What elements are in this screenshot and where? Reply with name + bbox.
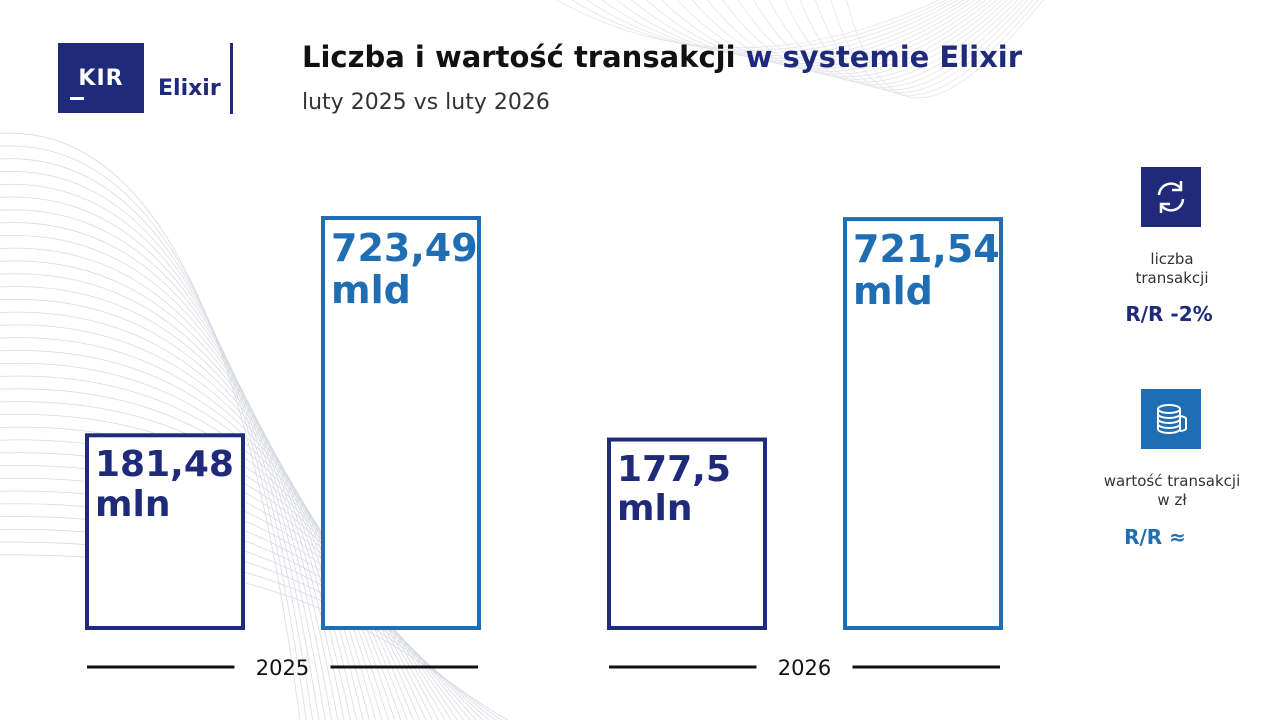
contour-line xyxy=(661,0,981,67)
contour-line xyxy=(0,196,332,720)
contour-line xyxy=(0,401,433,720)
logo-divider xyxy=(230,43,233,114)
category-label-2025: 2025 xyxy=(256,656,309,680)
contour-line xyxy=(0,350,408,720)
contour-line xyxy=(646,0,976,64)
contour-line xyxy=(768,0,1019,85)
kir-logo-text: KIR xyxy=(78,65,124,91)
page-title: Liczba i wartość transakcji w systemie E… xyxy=(302,40,1022,74)
contour-line xyxy=(0,209,339,720)
bar-data-label-unit: mln xyxy=(95,483,171,525)
contour-line xyxy=(799,0,1029,91)
bar-data-label-unit: mln xyxy=(617,488,693,530)
contour-line xyxy=(571,0,947,51)
bar-2026-count xyxy=(607,437,767,630)
contour-line xyxy=(784,0,1024,88)
contour-line xyxy=(753,0,1013,83)
title-accent: w systemie Elixir xyxy=(745,40,1023,74)
contour-line xyxy=(815,0,1034,93)
kir-logo-underline xyxy=(70,97,84,100)
contour-line xyxy=(0,413,439,720)
bar-data-label-value: 177,5 xyxy=(617,448,731,490)
contour-line xyxy=(0,145,307,720)
bar-2026-value xyxy=(843,217,1003,630)
count-caption-line1: liczba xyxy=(1150,250,1194,268)
kir-logo: KIR xyxy=(58,43,144,113)
contour-line xyxy=(0,362,414,720)
contour-line xyxy=(0,222,345,720)
contour-line xyxy=(830,0,1039,96)
bar-data-label-value: 723,49 xyxy=(331,226,478,270)
count-caption-line2: transakcji xyxy=(1135,268,1209,287)
contour-line xyxy=(0,452,458,720)
bar-data-label: 177,5 mln xyxy=(617,448,731,530)
bar-2025-count xyxy=(85,433,245,630)
contour-line xyxy=(0,132,301,720)
count-yoy-value: R/R -2% xyxy=(1125,302,1213,326)
contour-line xyxy=(0,311,389,720)
bar-data-label-unit: mld xyxy=(853,268,933,313)
value-yoy-value: R/R ≈ xyxy=(1124,525,1186,549)
contour-line xyxy=(586,0,953,54)
bar-2025-value xyxy=(321,216,481,630)
contour-line xyxy=(616,0,965,59)
contour-line xyxy=(737,0,1008,80)
contour-line xyxy=(0,324,395,720)
value-caption-line1: wartość transakcji xyxy=(1103,472,1241,490)
title-main: Liczba i wartość transakcji xyxy=(302,40,736,74)
contour-line xyxy=(0,337,402,720)
contour-line xyxy=(0,375,421,720)
category-label-2026: 2026 xyxy=(778,656,831,680)
bar-data-label: 181,48 mln xyxy=(95,445,234,524)
value-caption: wartość transakcji w zł xyxy=(1087,472,1257,510)
bar-data-label-value: 721,54 xyxy=(853,227,1000,272)
contour-line xyxy=(556,0,940,49)
exchange-arrows-icon xyxy=(1141,167,1201,227)
contour-line xyxy=(0,388,427,720)
contour-line xyxy=(0,158,313,720)
bar-data-label-unit: mld xyxy=(331,267,411,312)
value-caption-line2: w zł xyxy=(1157,490,1187,509)
contour-line xyxy=(0,426,446,720)
contour-line xyxy=(676,0,987,69)
contour-line xyxy=(0,298,383,720)
contour-line xyxy=(707,0,998,75)
contour-line xyxy=(846,0,1044,99)
elixir-brand: Elixir xyxy=(158,76,221,101)
bar-data-label: 721,54 mld xyxy=(853,227,1000,313)
bar-data-label-value: 181,48 xyxy=(95,444,234,486)
count-caption: liczba transakcji xyxy=(1087,250,1257,288)
contour-line xyxy=(0,171,320,720)
bar-data-label: 723,49 mld xyxy=(331,226,478,312)
page-subtitle: luty 2025 vs luty 2026 xyxy=(302,90,550,115)
coin-stack-icon xyxy=(1141,389,1201,449)
